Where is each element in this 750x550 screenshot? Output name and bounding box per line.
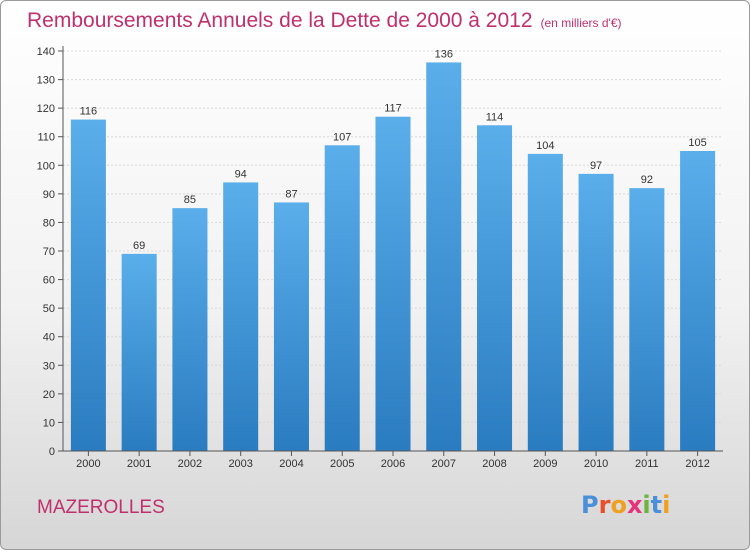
data-label: 92 [641,174,653,186]
data-label: 107 [333,131,351,143]
y-tick-label: 60 [43,275,55,287]
chart-title-text: Remboursements Annuels de la Dette de 20… [27,9,533,32]
bar [578,173,614,451]
logo-letter: t [650,491,663,519]
x-tick-label: 2002 [178,458,202,470]
y-tick-label: 20 [43,389,55,401]
y-tick-label: 80 [43,217,55,229]
y-tick-label: 140 [37,46,55,58]
data-label: 116 [80,106,98,118]
y-tick-label: 90 [43,189,55,201]
y-tick-label: 110 [37,132,55,144]
chart-title: Remboursements Annuels de la Dette de 20… [27,9,622,33]
y-tick-label: 40 [43,332,55,344]
logo-letter: o [610,491,627,519]
bar [324,145,360,452]
data-label: 85 [184,194,196,206]
data-label: 136 [435,48,453,60]
y-tick-label: 0 [49,446,55,458]
x-tick-label: 2001 [127,458,151,470]
x-tick-label: 2007 [432,458,456,470]
y-tick-label: 120 [37,103,55,115]
data-label: 105 [688,137,706,149]
y-tick-label: 130 [37,75,55,87]
y-tick-label: 70 [43,246,55,258]
y-tick-label: 30 [43,360,55,372]
bar [70,119,106,452]
y-tick-label: 10 [43,417,55,429]
x-tick-label: 2004 [279,458,303,470]
y-tick-label: 50 [43,303,55,315]
x-tick-label: 2006 [381,458,405,470]
proxiti-logo[interactable]: Proxiti [581,491,670,519]
chart-unit: (en milliers d'€) [540,16,622,30]
axes: 0 10 20 30 40 50 60 70 80 90 100 110 120 130 140 [37,46,723,458]
data-label: 87 [285,188,297,200]
bar [172,208,208,451]
x-tick-label: 2009 [533,458,557,470]
bar [121,253,157,451]
data-label: 94 [235,168,247,180]
logo-letter: i [642,491,651,519]
x-tick-label: 2008 [482,458,506,470]
bar [273,202,309,451]
x-tick-label: 2010 [584,458,608,470]
bar [680,151,716,451]
place-name: MAZEROLLES [37,497,165,518]
x-tick-label: 2012 [685,458,709,470]
x-tick-label: 2000 [76,458,100,470]
data-label: 117 [384,103,402,115]
x-tick-label: 2005 [330,458,354,470]
bar [426,62,462,452]
data-label: 114 [486,111,504,123]
y-tick-label: 100 [37,160,55,172]
logo-letter: i [662,491,671,519]
data-label: 69 [133,240,145,252]
labels: 116 2000 69 2001 85 2002 94 2003 87 2004 107 2005 11… [76,48,710,470]
data-label: 104 [536,140,554,152]
data-label: 97 [590,160,602,172]
bar [527,153,563,451]
logo-letter: x [626,491,643,519]
x-tick-label: 2011 [635,458,659,470]
bar [375,116,411,451]
x-tick-label: 2003 [228,458,252,470]
logo-letter: P [581,491,599,519]
bar [477,125,513,452]
bar [629,188,665,451]
logo-letter: r [598,491,611,519]
bars [70,62,716,452]
bar [223,182,259,451]
